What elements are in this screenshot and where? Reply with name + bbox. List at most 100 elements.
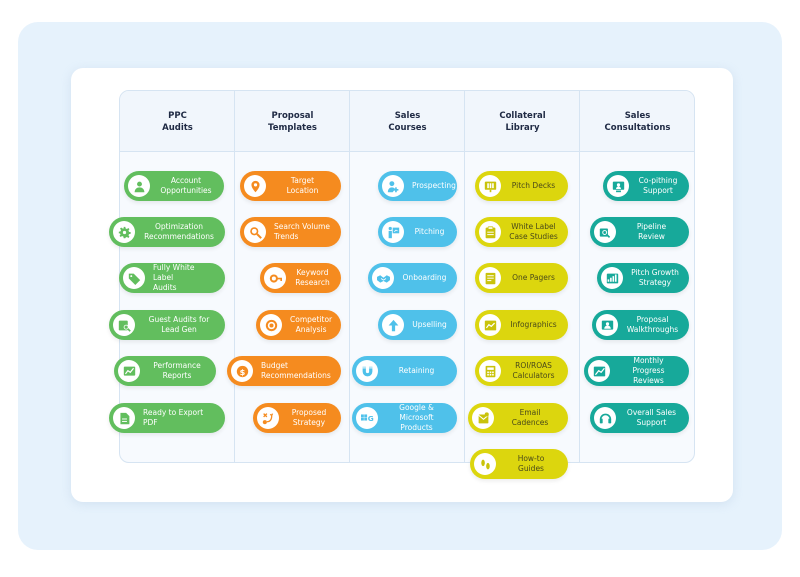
magnifier-icon (113, 314, 135, 336)
service-item-label: Performance Reports (153, 361, 201, 380)
column-header-ppc-audits: PPC Audits (162, 110, 193, 133)
service-item-pipeline-review[interactable]: Pipeline Review (590, 217, 689, 247)
column-divider (579, 91, 580, 462)
service-item-label: Infographics (510, 320, 557, 329)
arrow-up-icon (382, 314, 404, 336)
service-item-label: Proposed Strategy (291, 408, 327, 427)
service-item-prospecting[interactable]: Prospecting (378, 171, 457, 201)
walkthrough-icon (596, 314, 618, 336)
magnet-icon (356, 360, 378, 382)
handshake-icon (372, 267, 394, 289)
service-item-label: One Pagers (512, 273, 555, 282)
service-item-pitching[interactable]: Pitching (378, 217, 457, 247)
service-item-label: Target Location (286, 176, 319, 195)
service-item-proposal-walkthroughs[interactable]: Proposal Walkthroughs (592, 310, 689, 340)
service-item-competitor-analysis[interactable]: Competitor Analysis (256, 310, 341, 340)
email-icon (472, 407, 494, 429)
column-header-proposal-templates: Proposal Templates (268, 110, 317, 133)
service-item-keyword-research[interactable]: Keyword Research (260, 263, 341, 293)
service-item-label: Upselling (412, 320, 447, 329)
service-item-how-to-guides[interactable]: How-to Guides (470, 449, 568, 479)
calculator-icon (479, 360, 501, 382)
service-item-fully-white-label-audits[interactable]: Fully White Label Audits (119, 263, 225, 293)
svg-text:G: G (367, 413, 373, 422)
service-item-label: Email Cadences (511, 408, 549, 427)
service-item-proposed-strategy[interactable]: Proposed Strategy (253, 403, 341, 433)
service-item-upselling[interactable]: Upselling (378, 310, 457, 340)
service-item-overall-sales-support[interactable]: Overall Sales Support (590, 403, 689, 433)
service-item-one-pagers[interactable]: One Pagers (475, 263, 568, 293)
service-item-label: Proposal Walkthroughs (626, 315, 679, 334)
service-item-label: Pipeline Review (636, 222, 667, 241)
service-item-label: Co-pithing Support (638, 176, 678, 195)
service-item-label: Competitor Analysis (290, 315, 333, 334)
service-item-white-label-case-studies[interactable]: White Label Case Studies (475, 217, 568, 247)
headset-icon (594, 407, 616, 429)
service-item-label: Prospecting (412, 181, 456, 190)
growth-icon (601, 267, 623, 289)
service-item-account-opportunities[interactable]: Account Opportunities (124, 171, 224, 201)
service-item-label: Google & Microsoft Products (399, 403, 434, 432)
service-item-google-microsoft-products[interactable]: G Google & Microsoft Products (352, 403, 457, 433)
pipeline-icon (594, 221, 616, 243)
service-item-pitch-growth-strategy[interactable]: Pitch Growth Strategy (597, 263, 689, 293)
column-divider (234, 91, 235, 462)
service-item-optimization-recommendations[interactable]: Optimization Recommendations (109, 217, 225, 247)
service-item-monthly-progress-reviews[interactable]: Monthly Progress Reviews (584, 356, 689, 386)
service-item-label: Search Volume Trends (274, 222, 331, 241)
service-item-label: ROI/ROAS Calculators (512, 361, 555, 380)
column-header-collateral-library: Collateral Library (499, 110, 546, 133)
service-item-budget-recommendations[interactable]: $ Budget Recommendations (227, 356, 341, 386)
search-icon (244, 221, 266, 243)
service-item-label: Pitch Growth Strategy (631, 268, 679, 287)
footprints-icon (474, 453, 496, 475)
document-icon (113, 407, 135, 429)
service-item-onboarding[interactable]: Onboarding (368, 263, 457, 293)
service-item-retaining[interactable]: Retaining (352, 356, 457, 386)
service-item-ready-to-export-pdf[interactable]: Ready to Export PDF (109, 403, 225, 433)
target-icon (260, 314, 282, 336)
service-item-email-cadences[interactable]: Email Cadences (468, 403, 568, 433)
table-header-row (120, 91, 694, 152)
page-icon (479, 267, 501, 289)
service-item-label: White Label Case Studies (509, 222, 558, 241)
service-item-label: Fully White Label Audits (153, 263, 195, 292)
service-item-label: Guest Audits for Lead Gen (148, 315, 210, 334)
dollar-icon: $ (231, 360, 253, 382)
service-item-performance-reports[interactable]: Performance Reports (114, 356, 216, 386)
service-item-label: Retaining (398, 366, 435, 375)
google-microsoft-icon: G (356, 407, 378, 429)
service-item-target-location[interactable]: Target Location (240, 171, 341, 201)
column-divider (349, 91, 350, 462)
column-header-sales-courses: Sales Courses (388, 110, 427, 133)
strategy-icon (257, 407, 279, 429)
location-pin-icon (244, 175, 266, 197)
service-item-label: Monthly Progress Reviews (632, 356, 665, 385)
service-item-label: Onboarding (402, 273, 447, 282)
service-item-pitch-decks[interactable]: Pitch Decks (475, 171, 568, 201)
presentation-icon (382, 221, 404, 243)
service-item-label: How-to Guides (517, 454, 545, 473)
service-item-infographics[interactable]: Infographics (475, 310, 568, 340)
service-item-label: Ready to Export PDF (143, 408, 204, 427)
svg-text:$: $ (239, 366, 245, 376)
service-item-search-volume-trends[interactable]: Search Volume Trends (240, 217, 341, 247)
service-item-co-pithing-support[interactable]: Co-pithing Support (603, 171, 689, 201)
service-item-label: Account Opportunities (160, 176, 212, 195)
service-item-label: Pitch Decks (511, 181, 556, 190)
column-divider (464, 91, 465, 462)
service-item-label: Budget Recommendations (261, 361, 331, 380)
service-item-label: Optimization Recommendations (144, 222, 214, 241)
gear-icon (113, 221, 135, 243)
service-item-roi-roas-calculators[interactable]: ROI/ROAS Calculators (475, 356, 568, 386)
tag-icon (123, 267, 145, 289)
video-call-icon (607, 175, 629, 197)
clipboard-icon (479, 221, 501, 243)
slides-icon (479, 175, 501, 197)
column-header-sales-consultations: Sales Consultations (604, 110, 671, 133)
progress-chart-icon (588, 360, 610, 382)
service-item-label: Overall Sales Support (626, 408, 677, 427)
infographic-icon (479, 314, 501, 336)
service-item-guest-audits[interactable]: Guest Audits for Lead Gen (109, 310, 225, 340)
user-icon (128, 175, 150, 197)
